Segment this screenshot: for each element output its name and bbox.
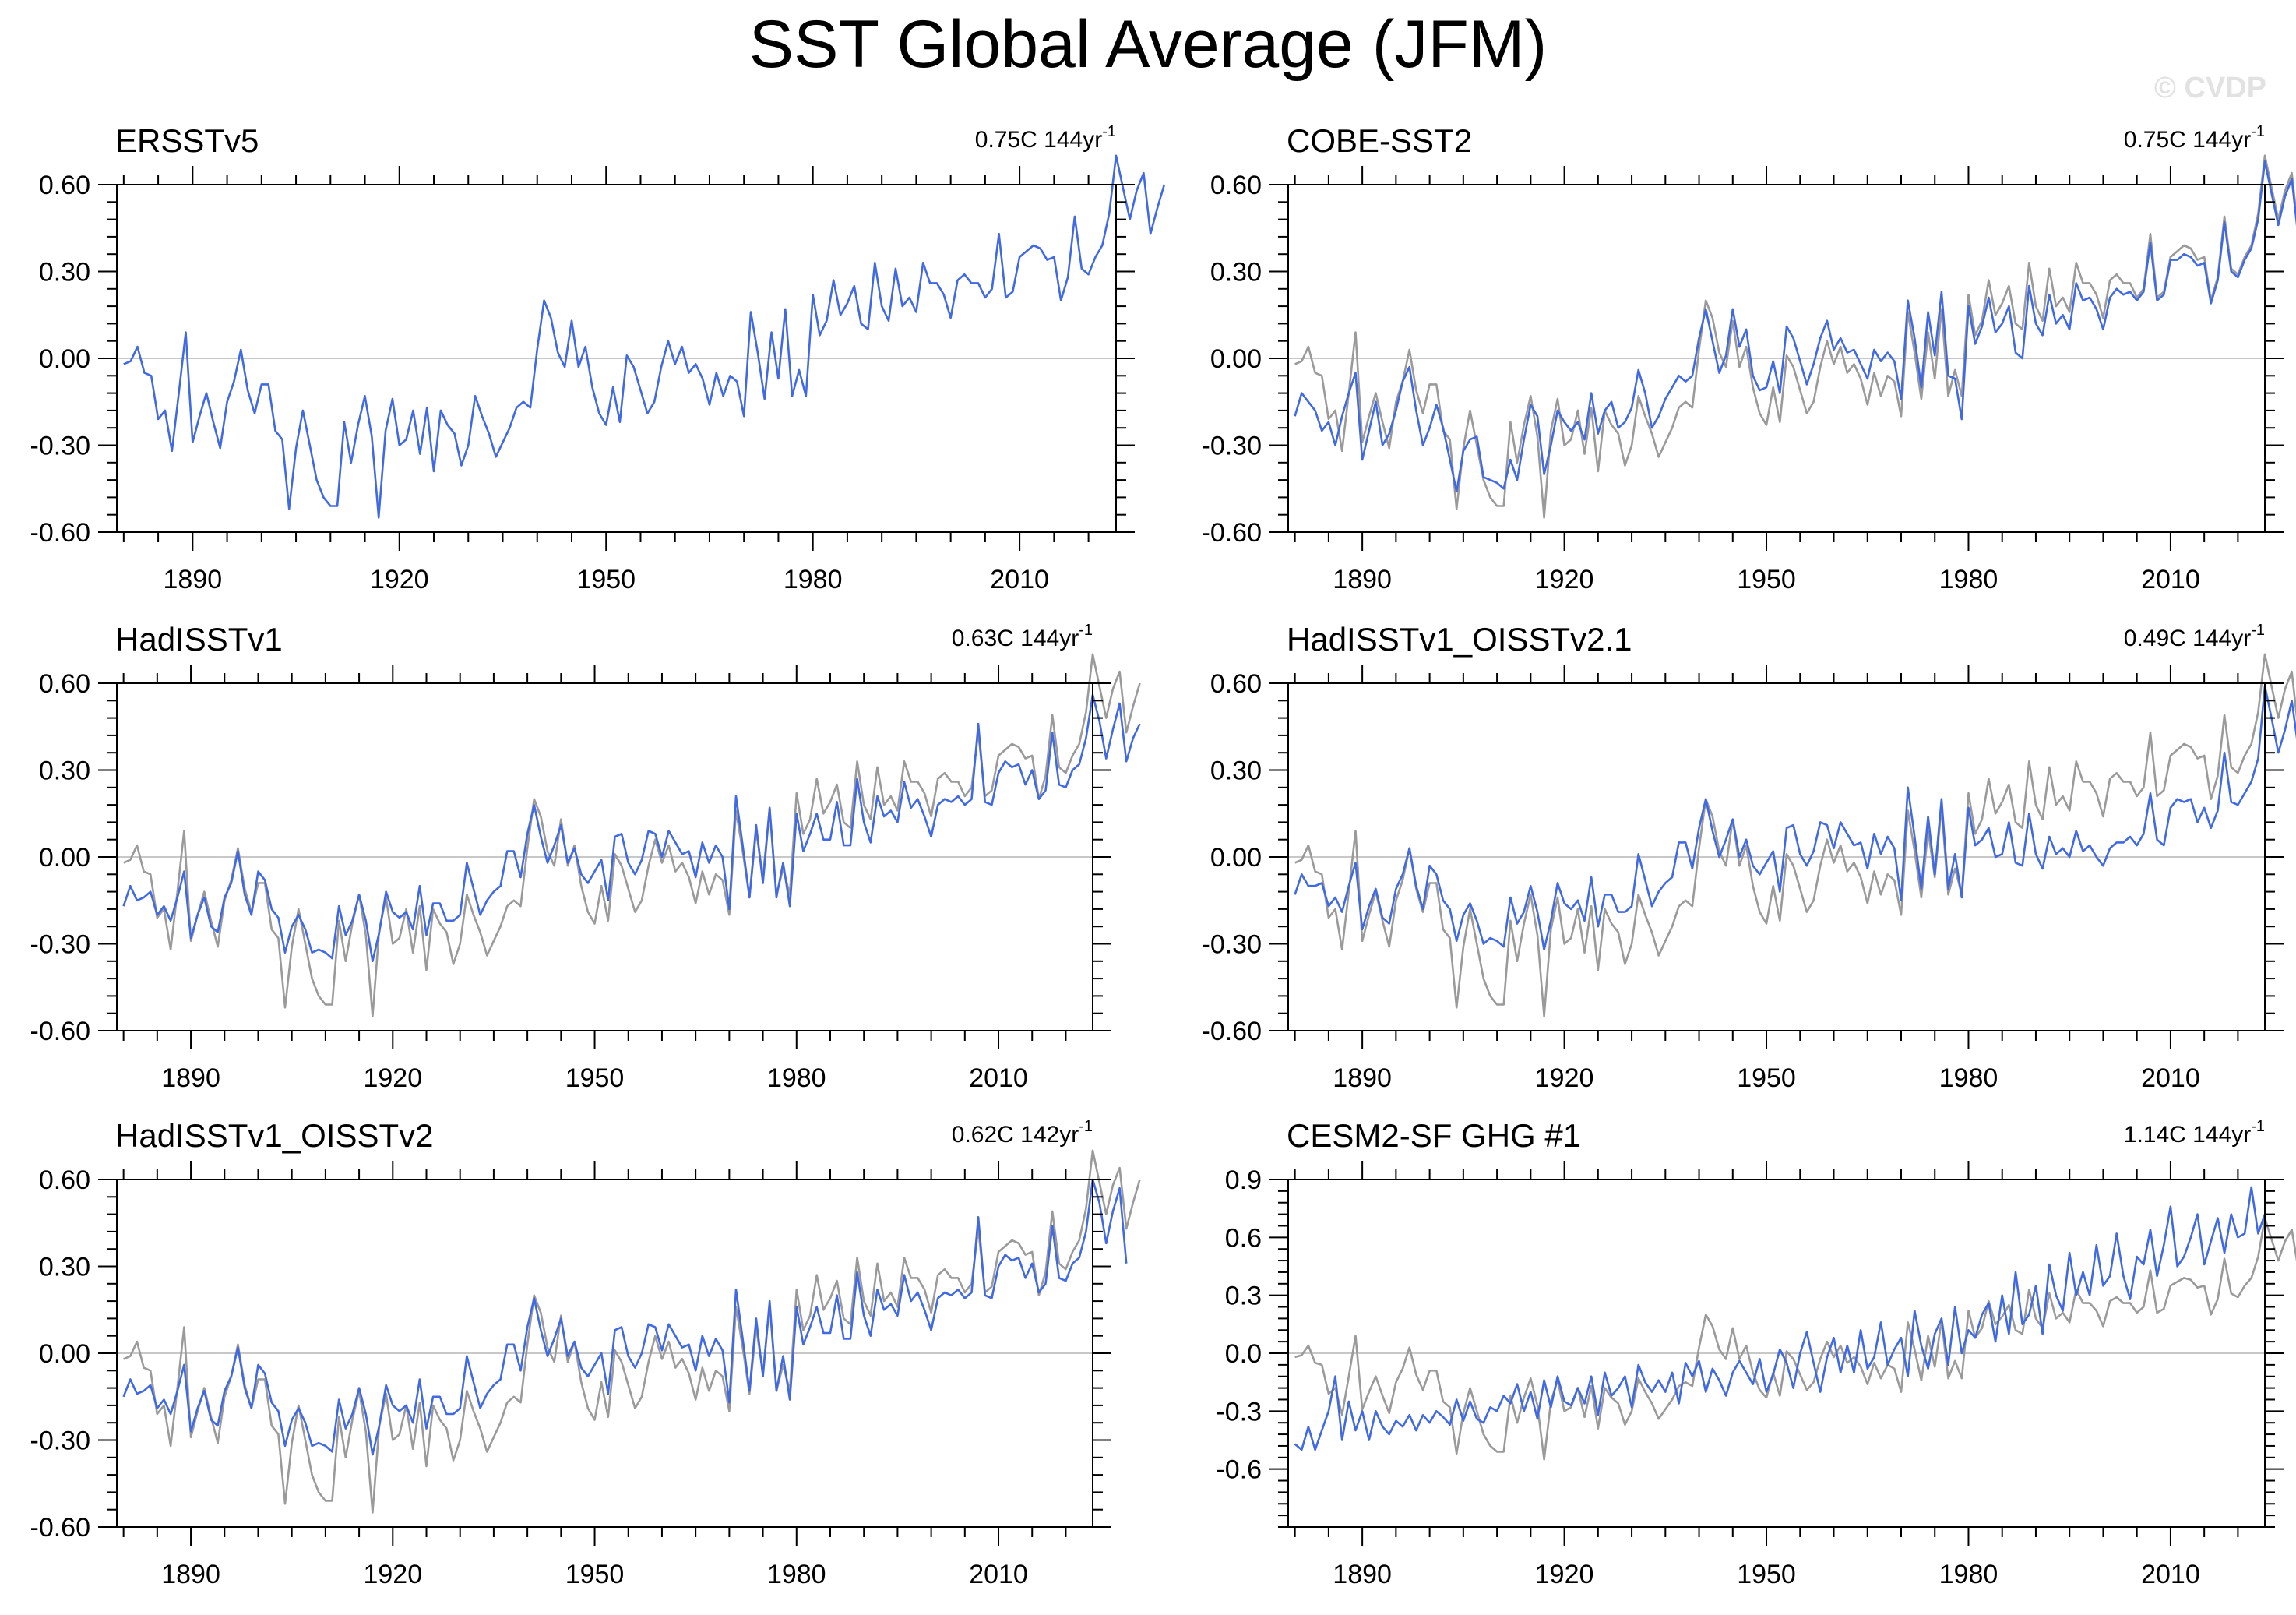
y-tick-label: -0.60 <box>30 1017 91 1046</box>
reference-series-line <box>123 653 1141 1017</box>
x-tick-label: 2010 <box>2141 1560 2200 1589</box>
x-tick-label: 1950 <box>1737 565 1796 594</box>
y-tick-label: -0.60 <box>1202 1017 1262 1046</box>
page-title: SST Global Average (JFM) <box>748 7 1548 82</box>
x-tick-label: 1890 <box>1333 1063 1392 1093</box>
panel-title: HadISSTv1_OISSTv2 <box>115 1117 434 1154</box>
x-tick-label: 1890 <box>164 565 223 594</box>
x-tick-label: 1890 <box>1333 1560 1392 1589</box>
y-tick-label: -0.30 <box>1202 432 1262 461</box>
x-tick-label: 1950 <box>576 565 636 594</box>
series-line <box>122 693 1141 963</box>
x-tick-label: 2010 <box>2141 1063 2200 1093</box>
y-tick-label: 0.60 <box>1210 171 1262 200</box>
y-tick-label: 0.6 <box>1225 1223 1262 1253</box>
chart-panel-5: HadISSTv1_OISSTv2 0.62C 142yr-1 1890 1920 19… <box>30 1117 1141 1589</box>
y-tick-label: -0.30 <box>30 432 91 461</box>
trend-label: 0.62C 142yr-1 <box>952 1118 1093 1148</box>
y-tick-label: 0.9 <box>1225 1165 1262 1195</box>
x-tick-label: 1890 <box>161 1063 220 1093</box>
x-tick-label: 1980 <box>1939 1063 1998 1093</box>
x-tick-label: 1920 <box>1535 1560 1594 1589</box>
y-tick-label: -0.3 <box>1216 1397 1262 1426</box>
panel-title: HadISSTv1_OISSTv2.1 <box>1287 621 1632 658</box>
x-tick-label: 2010 <box>990 565 1049 594</box>
x-tick-label: 1950 <box>1737 1063 1796 1093</box>
reference-series-line <box>1294 154 2296 519</box>
x-tick-label: 1920 <box>370 565 429 594</box>
series-line <box>123 154 1166 519</box>
y-tick-label: 0.30 <box>1210 756 1262 786</box>
trend-label: 0.75C 144yr-1 <box>2124 123 2265 153</box>
chart-panel-3: HadISSTv1 0.63C 144yr-1 1890 1920 1950 1980 20… <box>30 621 1141 1093</box>
x-tick-label: 1980 <box>1939 1560 1998 1589</box>
reference-series-line <box>123 1149 1141 1514</box>
x-tick-label: 1890 <box>161 1560 220 1589</box>
x-tick-label: 2010 <box>969 1560 1028 1589</box>
x-tick-label: 1890 <box>1333 565 1392 594</box>
y-tick-label: 0.60 <box>39 171 90 200</box>
reference-series-line <box>1294 653 2296 1017</box>
x-tick-label: 1950 <box>1737 1560 1796 1589</box>
x-tick-label: 1980 <box>767 1063 826 1093</box>
y-tick-label: 0.00 <box>39 344 90 374</box>
chart-panel-6: CESM2-SF GHG #1 1.14C 144yr-1 1890 1920 1950… <box>1216 1117 2296 1589</box>
x-tick-label: 1950 <box>565 1560 625 1589</box>
trend-label: 0.75C 144yr-1 <box>975 123 1116 153</box>
y-tick-label: 0.00 <box>39 1339 90 1369</box>
y-tick-label: 0.60 <box>39 1165 90 1195</box>
y-tick-label: -0.30 <box>1202 930 1262 960</box>
y-tick-label: 0.0 <box>1225 1339 1262 1369</box>
y-tick-label: 0.00 <box>1210 843 1262 873</box>
y-tick-label: 0.60 <box>1210 669 1262 699</box>
trend-label: 0.49C 144yr-1 <box>2124 622 2265 651</box>
chart-panel-4: HadISSTv1_OISSTv2.1 0.49C 144yr-1 1890 1920… <box>1202 621 2296 1093</box>
x-tick-label: 1980 <box>767 1560 826 1589</box>
x-tick-label: 1920 <box>363 1560 422 1589</box>
panel-title: CESM2-SF GHG #1 <box>1287 1117 1581 1154</box>
panel-title: HadISSTv1 <box>115 621 283 658</box>
y-tick-label: 0.60 <box>39 669 90 699</box>
series-line <box>1294 1186 2266 1451</box>
panel-title: COBE-SST2 <box>1287 122 1472 159</box>
trend-label: 0.63C 144yr-1 <box>952 622 1093 651</box>
series-line <box>1294 160 2296 493</box>
y-tick-label: -0.30 <box>30 1426 91 1456</box>
reference-series-line <box>1294 1217 2296 1461</box>
chart-panel-2: COBE-SST2 0.75C 144yr-1 1890 1920 1950 1980 20… <box>1202 122 2296 594</box>
series-line <box>1294 685 2296 951</box>
chart-panel-1: ERSSTv5 0.75C 144yr-1 1890 1920 1950 1980 2010… <box>30 122 1166 594</box>
x-tick-label: 1950 <box>565 1063 625 1093</box>
trend-label: 1.14C 144yr-1 <box>2124 1118 2265 1148</box>
panel-title: ERSSTv5 <box>115 122 259 159</box>
x-tick-label: 1920 <box>1535 1063 1594 1093</box>
y-tick-label: 0.00 <box>1210 344 1262 374</box>
x-tick-label: 1920 <box>1535 565 1594 594</box>
y-tick-label: 0.30 <box>1210 258 1262 287</box>
y-tick-label: -0.60 <box>1202 518 1262 548</box>
x-tick-label: 2010 <box>969 1063 1028 1093</box>
watermark: © CVDP <box>2153 72 2266 104</box>
y-tick-label: 0.00 <box>39 843 90 873</box>
y-tick-label: 0.30 <box>39 756 90 786</box>
x-tick-label: 1980 <box>1939 565 1998 594</box>
x-tick-label: 1980 <box>784 565 843 594</box>
y-tick-label: 0.30 <box>39 258 90 287</box>
y-tick-label: -0.60 <box>30 518 91 548</box>
y-tick-label: -0.30 <box>30 930 91 960</box>
y-tick-label: 0.3 <box>1225 1282 1262 1311</box>
x-tick-label: 2010 <box>2141 565 2200 594</box>
x-tick-label: 1920 <box>363 1063 422 1093</box>
y-tick-label: -0.6 <box>1216 1455 1262 1485</box>
y-tick-label: 0.30 <box>39 1253 90 1282</box>
series-line <box>122 1178 1128 1456</box>
y-tick-label: -0.60 <box>30 1513 91 1543</box>
